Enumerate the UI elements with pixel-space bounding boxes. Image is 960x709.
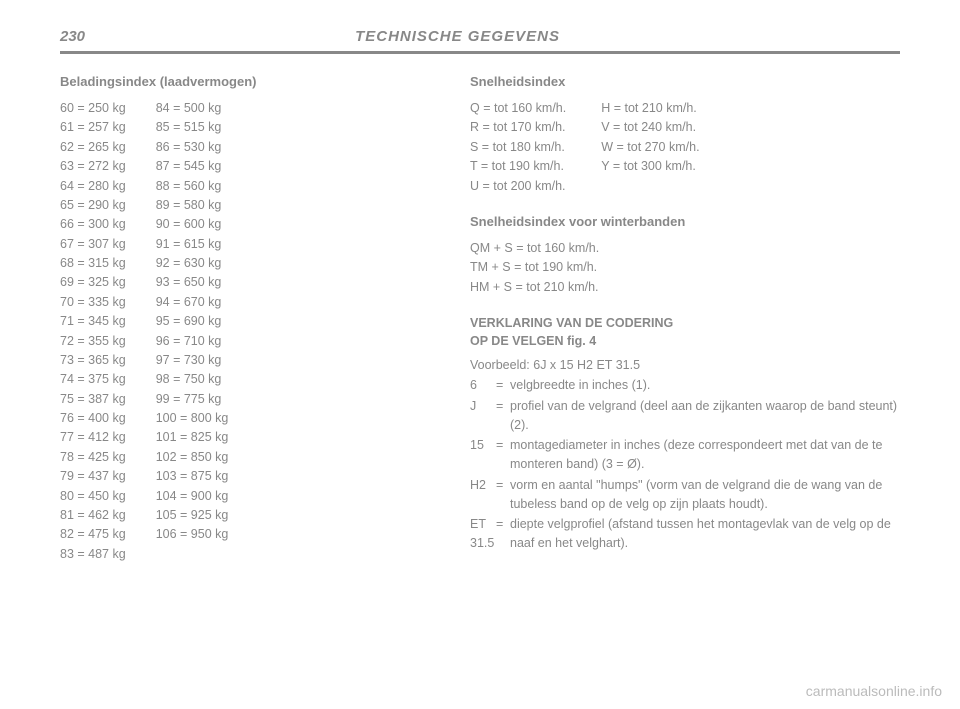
table-row: S = tot 180 km/h.: [470, 138, 566, 157]
table-row: 84 = 500 kg: [156, 99, 229, 118]
table-row: 92 = 630 kg: [156, 254, 229, 273]
table-row: 69 = 325 kg: [60, 273, 126, 292]
rim-title: VERKLARING VAN DE CODERING OP DE VELGEN …: [470, 315, 900, 350]
table-row: TM + S = tot 190 km/h.: [470, 258, 900, 277]
table-row: 67 = 307 kg: [60, 235, 126, 254]
table-row: 65 = 290 kg: [60, 196, 126, 215]
table-row: Y = tot 300 km/h.: [601, 157, 699, 176]
watermark: carmanualsonline.info: [806, 683, 942, 699]
table-row: 62 = 265 kg: [60, 138, 126, 157]
table-row: H = tot 210 km/h.: [601, 99, 699, 118]
table-row: 79 = 437 kg: [60, 467, 126, 486]
winter-lines: QM + S = tot 160 km/h.TM + S = tot 190 k…: [470, 239, 900, 297]
speed-index-title: Snelheidsindex: [470, 74, 900, 89]
definition-row: 15=montagediameter in inches (deze corre…: [470, 436, 900, 474]
table-row: 91 = 615 kg: [156, 235, 229, 254]
definition-row: H2=vorm en aantal "humps" (vorm van de v…: [470, 476, 900, 514]
table-row: 73 = 365 kg: [60, 351, 126, 370]
table-row: 87 = 545 kg: [156, 157, 229, 176]
table-row: 63 = 272 kg: [60, 157, 126, 176]
table-row: 105 = 925 kg: [156, 506, 229, 525]
table-row: 93 = 650 kg: [156, 273, 229, 292]
table-row: 85 = 515 kg: [156, 118, 229, 137]
table-row: 82 = 475 kg: [60, 525, 126, 544]
definition-row: J=profiel van de velgrand (deel aan de z…: [470, 397, 900, 435]
page-header: 230 TECHNISCHE GEGEVENS: [60, 28, 900, 54]
table-row: 74 = 375 kg: [60, 370, 126, 389]
table-row: 78 = 425 kg: [60, 448, 126, 467]
definition-row: ET 31.5=diepte velgprofiel (afstand tuss…: [470, 515, 900, 553]
speed-index-table: Q = tot 160 km/h.R = tot 170 km/h.S = to…: [470, 99, 900, 196]
table-row: 104 = 900 kg: [156, 487, 229, 506]
rim-example: Voorbeeld: 6J x 15 H2 ET 31.5: [470, 358, 900, 372]
table-row: 101 = 825 kg: [156, 428, 229, 447]
load-index-table: 60 = 250 kg61 = 257 kg62 = 265 kg63 = 27…: [60, 99, 430, 564]
table-row: 97 = 730 kg: [156, 351, 229, 370]
table-row: R = tot 170 km/h.: [470, 118, 566, 137]
rim-definitions: 6=velgbreedte in inches (1). J=profiel va…: [470, 376, 900, 553]
table-row: 89 = 580 kg: [156, 196, 229, 215]
table-row: 102 = 850 kg: [156, 448, 229, 467]
table-row: 60 = 250 kg: [60, 99, 126, 118]
table-row: 61 = 257 kg: [60, 118, 126, 137]
table-row: 88 = 560 kg: [156, 177, 229, 196]
table-row: 72 = 355 kg: [60, 332, 126, 351]
table-row: HM + S = tot 210 km/h.: [470, 278, 900, 297]
table-row: 70 = 335 kg: [60, 293, 126, 312]
definition-row: 6=velgbreedte in inches (1).: [470, 376, 900, 395]
table-row: 76 = 400 kg: [60, 409, 126, 428]
table-row: 94 = 670 kg: [156, 293, 229, 312]
load-index-title: Beladingsindex (laadvermogen): [60, 74, 430, 89]
winter-title: Snelheidsindex voor winterbanden: [470, 214, 900, 229]
table-row: 75 = 387 kg: [60, 390, 126, 409]
table-row: 68 = 315 kg: [60, 254, 126, 273]
table-row: 96 = 710 kg: [156, 332, 229, 351]
table-row: 99 = 775 kg: [156, 390, 229, 409]
table-row: 77 = 412 kg: [60, 428, 126, 447]
table-row: Q = tot 160 km/h.: [470, 99, 566, 118]
table-row: 95 = 690 kg: [156, 312, 229, 331]
table-row: 81 = 462 kg: [60, 506, 126, 525]
table-row: T = tot 190 km/h.: [470, 157, 566, 176]
table-row: 103 = 875 kg: [156, 467, 229, 486]
table-row: V = tot 240 km/h.: [601, 118, 699, 137]
header-title: TECHNISCHE GEGEVENS: [45, 28, 870, 45]
table-row: QM + S = tot 160 km/h.: [470, 239, 900, 258]
table-row: 66 = 300 kg: [60, 215, 126, 234]
table-row: 100 = 800 kg: [156, 409, 229, 428]
table-row: 83 = 487 kg: [60, 545, 126, 564]
table-row: 80 = 450 kg: [60, 487, 126, 506]
table-row: U = tot 200 km/h.: [470, 177, 566, 196]
table-row: 64 = 280 kg: [60, 177, 126, 196]
table-row: 98 = 750 kg: [156, 370, 229, 389]
table-row: 106 = 950 kg: [156, 525, 229, 544]
table-row: 86 = 530 kg: [156, 138, 229, 157]
table-row: 71 = 345 kg: [60, 312, 126, 331]
table-row: 90 = 600 kg: [156, 215, 229, 234]
table-row: W = tot 270 km/h.: [601, 138, 699, 157]
